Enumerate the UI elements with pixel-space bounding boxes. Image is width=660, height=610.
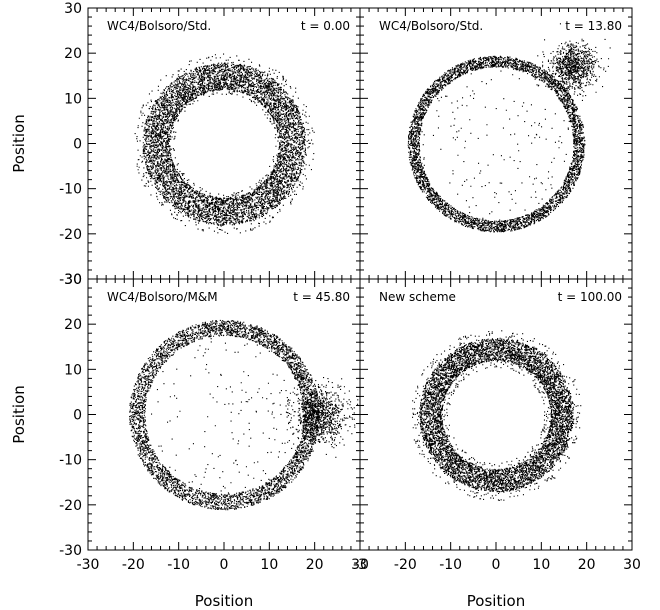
- y-tick-label: 10: [64, 362, 82, 378]
- y-tick-label: -10: [59, 182, 82, 198]
- x-tick-label: 20: [578, 557, 596, 573]
- x-tick-label: 0: [492, 557, 501, 573]
- x-axis-label: Position: [195, 592, 253, 610]
- y-tick-label: 20: [64, 317, 82, 333]
- plot-frame: [359, 278, 633, 551]
- x-tick-label: 10: [260, 557, 278, 573]
- y-tick-label: 30: [64, 272, 82, 288]
- y-tick-label: -20: [59, 498, 82, 514]
- x-tick-label: -3: [353, 557, 367, 573]
- x-tick-label: 20: [306, 557, 324, 573]
- x-tick-label: -30: [77, 557, 100, 573]
- time-label: t = 0.00: [301, 19, 350, 33]
- x-tick-label: 0: [220, 557, 229, 573]
- y-axis-label: Position: [10, 385, 28, 443]
- y-tick-label: 0: [73, 408, 82, 424]
- x-tick-label: -20: [122, 557, 145, 573]
- scatter-points: [129, 319, 359, 511]
- y-tick-label: 0: [73, 137, 82, 153]
- y-axis-label: Position: [10, 114, 28, 172]
- time-label: t = 45.80: [293, 290, 350, 304]
- scatter-points: [407, 23, 611, 233]
- panel-title: WC4/Bolsoro/Std.: [379, 19, 483, 33]
- plot-frame: [359, 7, 633, 280]
- panel-title: WC4/Bolsoro/M&M: [107, 290, 218, 304]
- x-tick-label: 30: [351, 557, 369, 573]
- y-tick-label: -30: [59, 272, 82, 288]
- panel-title: WC4/Bolsoro/Std.: [107, 19, 211, 33]
- panel-title: New scheme: [379, 290, 456, 304]
- scatter-points: [134, 53, 315, 234]
- x-tick-label: -20: [394, 557, 417, 573]
- x-tick-label: -10: [167, 557, 190, 573]
- x-tick-label: 10: [532, 557, 550, 573]
- y-tick-label: -10: [59, 453, 82, 469]
- panel-1: -30 -20 -10 0 10 20 30 Position WC4/Bolsoro/Std.…: [10, 1, 361, 288]
- plot-frame: [87, 7, 361, 280]
- panel-2: WC4/Bolsoro/Std. t = 13.80: [359, 7, 633, 280]
- time-label: t = 100.00: [558, 290, 622, 304]
- x-axis-label: Position: [467, 592, 525, 610]
- panel-4: 30 -20 -10 0 10 20 30 Position New scheme t = 100…: [351, 278, 641, 610]
- y-tick-label: 30: [64, 1, 82, 17]
- y-tick-label: -20: [59, 227, 82, 243]
- x-tick-label: 30: [623, 557, 641, 573]
- y-tick-label: 10: [64, 91, 82, 107]
- scatter-points: [412, 330, 582, 501]
- time-label: t = 13.80: [565, 19, 622, 33]
- y-tick-label: 20: [64, 46, 82, 62]
- x-tick-label: -10: [439, 557, 462, 573]
- y-tick-label: -30: [59, 543, 82, 559]
